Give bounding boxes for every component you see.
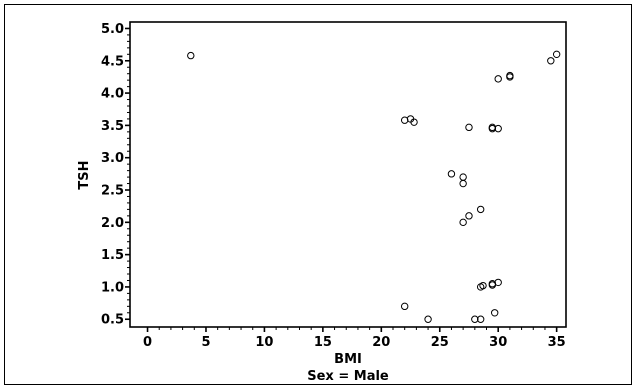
data-point bbox=[476, 315, 485, 323]
x-tick-label: 0 bbox=[143, 335, 152, 350]
x-tick-label: 15 bbox=[314, 335, 332, 350]
data-point bbox=[459, 218, 467, 227]
data-point bbox=[400, 116, 409, 124]
data-point bbox=[552, 50, 561, 59]
data-point bbox=[494, 278, 502, 287]
y-axis-label: TSH bbox=[77, 160, 92, 189]
y-tick-label: 3.5 bbox=[101, 119, 124, 134]
data-point bbox=[465, 123, 473, 132]
x-tick-label: 20 bbox=[372, 335, 390, 350]
chart-frame bbox=[4, 4, 632, 385]
y-tick-label: 3.0 bbox=[101, 151, 124, 166]
data-point bbox=[400, 302, 409, 311]
data-point bbox=[410, 118, 418, 126]
y-tick-label: 5.0 bbox=[101, 22, 124, 37]
data-point bbox=[476, 205, 485, 214]
plot-area: 0 5 10 15 20 25 30 35 0.5 1.0 1.5 2.0 2.5 3.0 3.5 4.0 4.… bbox=[101, 21, 567, 350]
data-point bbox=[471, 315, 479, 323]
chart-caption: Sex = Male bbox=[307, 369, 389, 384]
y-tick-label: 4.5 bbox=[101, 54, 124, 69]
data-point bbox=[547, 57, 555, 65]
y-tick-label: 1.0 bbox=[101, 280, 124, 295]
data-point bbox=[447, 170, 456, 178]
data-point bbox=[187, 51, 195, 60]
data-point bbox=[494, 75, 502, 83]
data-point bbox=[424, 315, 432, 323]
y-tick-label: 2.0 bbox=[101, 216, 124, 231]
data-point bbox=[490, 309, 499, 317]
plot-border bbox=[129, 21, 567, 328]
y-tick-label: 0.5 bbox=[101, 313, 124, 328]
data-point bbox=[459, 173, 467, 181]
data-point bbox=[488, 123, 497, 132]
x-tick-label: 35 bbox=[548, 335, 566, 350]
y-tick-label: 2.5 bbox=[101, 184, 124, 199]
data-point bbox=[479, 281, 487, 290]
x-axis-label: BMI bbox=[334, 352, 362, 367]
x-tick-label: 25 bbox=[431, 335, 449, 350]
data-point bbox=[465, 212, 473, 220]
y-tick-label: 1.5 bbox=[101, 248, 124, 263]
data-point bbox=[506, 71, 514, 80]
data-point bbox=[459, 179, 467, 188]
x-tick-label: 30 bbox=[489, 335, 507, 350]
x-tick-label: 10 bbox=[255, 335, 273, 350]
y-tick-label: 4.0 bbox=[101, 87, 124, 102]
x-tick-label: 5 bbox=[201, 335, 210, 350]
